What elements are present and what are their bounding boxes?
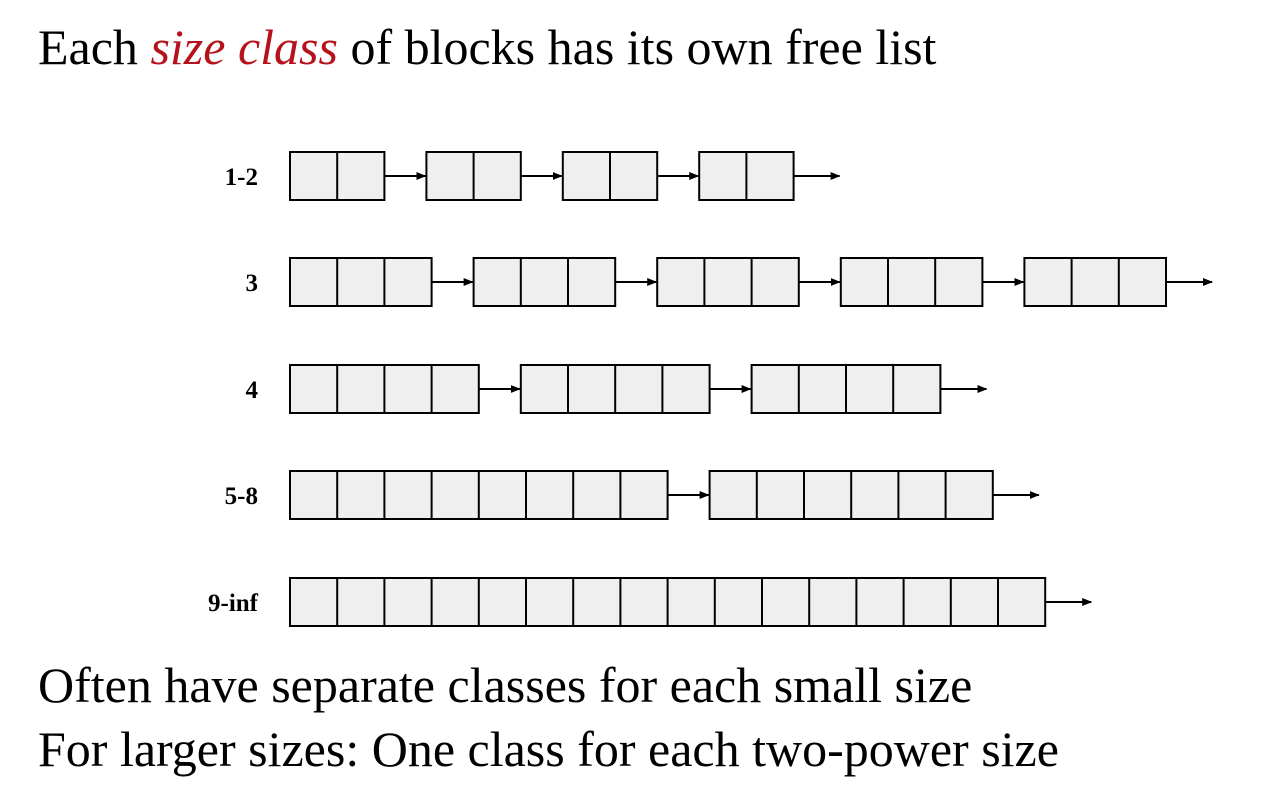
free-block (839, 257, 984, 307)
block-outline (839, 257, 984, 307)
block-outline (472, 257, 617, 307)
title-emphasis: size class (150, 19, 338, 75)
free-block (561, 151, 659, 201)
free-block (425, 151, 522, 201)
title-suffix: of blocks has its own free list (337, 19, 937, 75)
size-class-row: 1-2 (225, 151, 841, 201)
size-class-label: 5-8 (225, 483, 258, 510)
free-block (698, 151, 795, 201)
size-class-row: 3 (246, 257, 1213, 307)
block-outline (1023, 257, 1168, 307)
free-block (472, 257, 617, 307)
size-class-row: 5-8 (225, 470, 1040, 520)
bullet-line-1: Often have separate classes for each sma… (38, 657, 973, 713)
free-block (656, 257, 800, 307)
free-block (519, 364, 711, 414)
block-outline (656, 257, 800, 307)
bullet-line-2: For larger sizes: One class for each two… (38, 721, 1059, 777)
size-class-label: 3 (246, 270, 259, 297)
block-outline (289, 257, 433, 307)
free-block (289, 151, 386, 201)
free-block (1023, 257, 1168, 307)
slide-title: Each size class of blocks has its own fr… (38, 16, 936, 78)
size-class-row: 9-inf (208, 577, 1093, 627)
size-class-row: 4 (246, 364, 988, 414)
size-class-label: 4 (246, 377, 259, 404)
title-prefix: Each (38, 19, 151, 75)
free-block (289, 257, 433, 307)
size-class-rows: 1-2 3 4 5-8 9-inf (208, 151, 1213, 627)
free-block (289, 577, 1047, 627)
free-block (750, 364, 942, 414)
free-block (708, 470, 994, 520)
free-block (289, 470, 669, 520)
size-class-label: 9-inf (208, 590, 259, 617)
size-class-label: 1-2 (225, 164, 258, 191)
free-block (289, 364, 480, 414)
